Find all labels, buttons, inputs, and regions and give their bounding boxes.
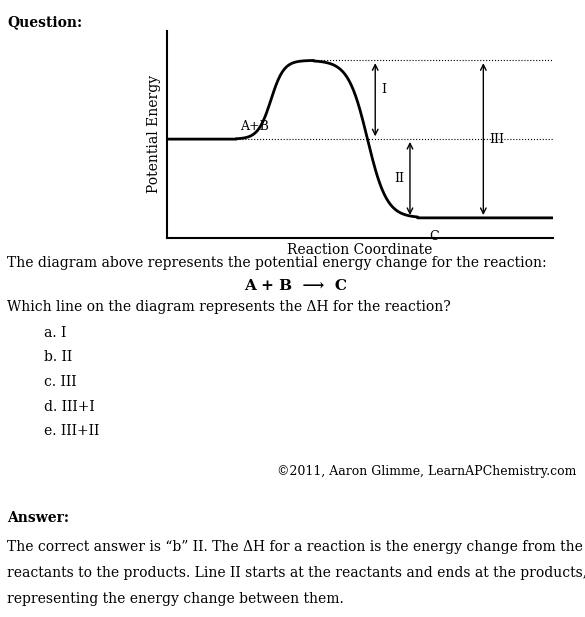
Text: Answer:: Answer: [7,511,69,525]
Text: A+B: A+B [240,120,269,133]
Text: II: II [394,172,404,185]
Text: A + B: A + B [245,279,292,293]
Text: ©2011, Aaron Glimme, LearnAPChemistry.com: ©2011, Aaron Glimme, LearnAPChemistry.co… [277,465,576,478]
Text: The diagram above represents the potential energy change for the reaction:: The diagram above represents the potenti… [7,256,546,270]
Text: III: III [489,133,504,146]
Text: a. I: a. I [44,326,66,340]
Text: I: I [381,83,386,96]
X-axis label: Reaction Coordinate: Reaction Coordinate [287,243,432,257]
Text: Which line on the diagram represents the ΔH for the reaction?: Which line on the diagram represents the… [7,300,451,315]
Text: c. III: c. III [44,375,77,389]
Text: representing the energy change between them.: representing the energy change between t… [7,592,344,607]
Text: ⟶  C: ⟶ C [292,279,347,293]
Text: b. II: b. II [44,350,72,365]
Text: d. III+I: d. III+I [44,400,95,414]
Text: The correct answer is “b” II. The ΔH for a reaction is the energy change from th: The correct answer is “b” II. The ΔH for… [7,540,583,555]
Y-axis label: Potential Energy: Potential Energy [147,75,161,193]
Text: e. III+II: e. III+II [44,424,99,439]
Text: Question:: Question: [7,15,82,30]
Text: reactants to the products. Line II starts at the reactants and ends at the produ: reactants to the products. Line II start… [7,566,585,581]
Text: C: C [429,230,439,242]
